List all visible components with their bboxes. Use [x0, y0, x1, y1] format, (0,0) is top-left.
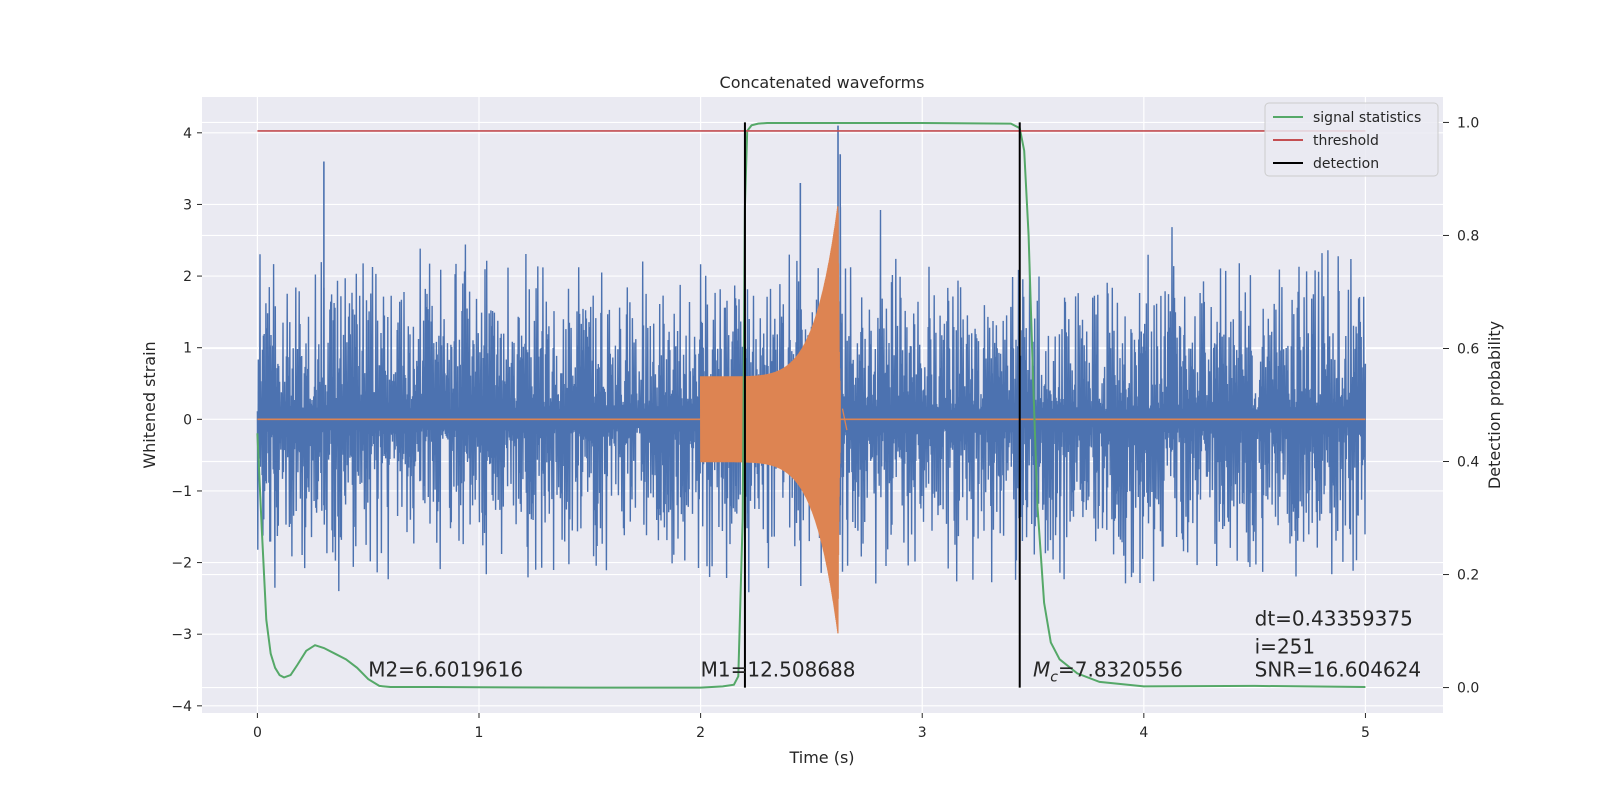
x-tick-label: 5: [1361, 725, 1370, 741]
y2-axis-label: Detection probability: [1485, 321, 1504, 489]
legend-label: detection: [1313, 156, 1379, 172]
y-tick-label: 2: [183, 269, 192, 285]
x-tick-label: 0: [253, 725, 262, 741]
noise-line: [256, 207, 1367, 593]
x-axis-label: Time (s): [788, 748, 854, 767]
y-tick-label: −2: [171, 556, 192, 572]
x-tick-label: 3: [918, 725, 927, 741]
x-tick-label: 4: [1139, 725, 1148, 741]
annotation-text: Mc=7.8320556: [1033, 657, 1183, 685]
annotation-text: i=251: [1255, 635, 1316, 659]
legend: signal statistics threshold detection: [1264, 102, 1439, 177]
y-tick-label: 4: [183, 126, 192, 142]
axes: 0 1 2 3 4 5 −4 −3 −2 −1 0 1 2 3 4 0.0 0.2 0.4 0.6 0.8 1.0: [171, 115, 1479, 741]
annotation-value: =7.8320556: [1058, 657, 1183, 681]
annotations: M2=6.6019616 M1=12.508688 Mc=7.8320556 dt=0…: [368, 606, 1421, 685]
legend-label: threshold: [1313, 133, 1379, 149]
annotation-subscript: c: [1050, 669, 1058, 685]
y2-tick-label: 0.4: [1457, 455, 1479, 471]
right-axis-series: [256, 122, 1366, 689]
y-tick-label: −4: [171, 699, 192, 715]
annotation-text: SNR=16.604624: [1255, 657, 1421, 681]
y-tick-label: −3: [171, 627, 192, 643]
y-axis-label: Whitened strain: [140, 341, 159, 468]
annotation-symbol: M: [1033, 657, 1050, 681]
legend-box: [1264, 102, 1439, 177]
y-tick-label: 1: [183, 341, 192, 357]
chart-title: Concatenated waveforms: [720, 73, 925, 92]
annotation-text: M2=6.6019616: [368, 657, 523, 681]
y-tick-label: 0: [183, 412, 192, 428]
annotation-text: M1=12.508688: [701, 657, 856, 681]
y2-tick-label: 0.6: [1457, 341, 1479, 357]
y-tick-label: −1: [171, 484, 192, 500]
legend-label: signal statistics: [1313, 110, 1421, 126]
x-tick-label: 2: [696, 725, 705, 741]
y2-tick-label: 0.8: [1457, 228, 1479, 244]
y2-tick-label: 0.2: [1457, 568, 1479, 584]
annotation-text: dt=0.43359375: [1255, 606, 1413, 630]
template-waveform: [257, 206, 1366, 634]
template-ringdown: [841, 408, 848, 431]
template-line: [699, 206, 841, 634]
y-tick-label: 3: [183, 197, 192, 213]
y2-tick-label: 1.0: [1457, 115, 1479, 131]
signal-statistics-line: [256, 122, 1366, 689]
y2-tick-label: 0.0: [1457, 681, 1479, 697]
x-tick-label: 1: [475, 725, 484, 741]
